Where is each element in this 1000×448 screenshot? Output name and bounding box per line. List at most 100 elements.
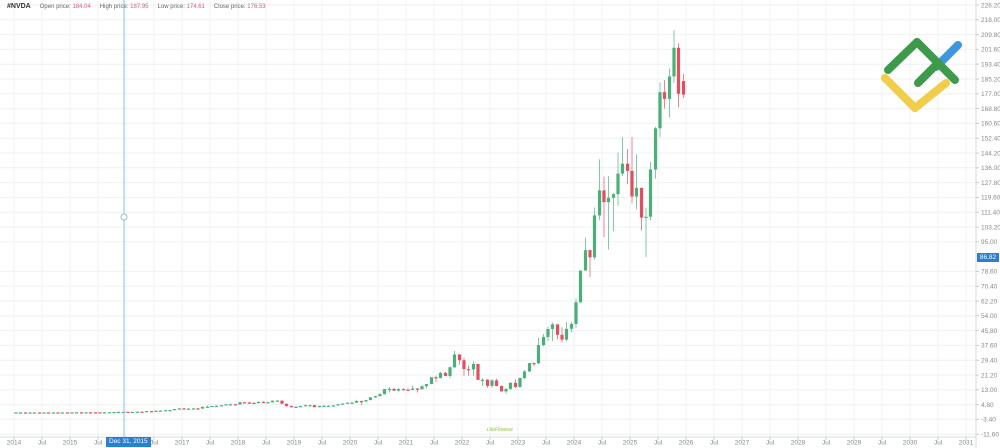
candle-body xyxy=(616,173,620,195)
candle-body xyxy=(420,386,424,390)
crosshair-price-marker: 86.82 xyxy=(977,252,999,262)
price-tick-label: 168.80 xyxy=(981,106,1000,113)
candle-body xyxy=(452,354,457,368)
candle-body xyxy=(200,406,205,409)
candle-body xyxy=(168,410,172,412)
candle-body xyxy=(270,400,275,403)
time-tick-label: 2015 xyxy=(63,440,78,447)
candle-body xyxy=(429,377,434,385)
time-tick-label: 2022 xyxy=(455,440,470,447)
time-tick-label: 2030 xyxy=(903,440,918,447)
candle-body xyxy=(191,408,196,410)
time-tick-label: 2019 xyxy=(287,440,302,447)
time-tick-label: 2027 xyxy=(735,440,750,447)
candle-body xyxy=(546,328,550,337)
candle-body xyxy=(364,400,368,402)
price-tick-label: 111.40 xyxy=(981,210,1000,217)
time-tick-label: Jul xyxy=(878,440,887,447)
candle-body xyxy=(23,412,28,414)
price-tick-label: 119.60 xyxy=(981,195,1000,202)
price-tick-label: 103.20 xyxy=(981,224,1000,231)
time-tick-label: 2024 xyxy=(567,440,582,447)
candle-body xyxy=(345,402,350,404)
candle-body xyxy=(56,412,60,414)
candle-body xyxy=(14,412,18,414)
candle-body xyxy=(182,408,186,410)
candle-body xyxy=(186,408,191,410)
price-axis[interactable]: 226.20 218.00 209.80 201.60 193.40 185.20 177.… xyxy=(976,2,1000,439)
candle-body xyxy=(196,408,200,410)
candle-body xyxy=(126,411,130,414)
candle-body xyxy=(65,412,70,414)
time-tick-label: 2026 xyxy=(679,440,694,447)
time-tick-label: Jul xyxy=(206,440,215,447)
candle-body xyxy=(518,378,522,387)
high-label: High price: xyxy=(99,3,129,10)
candle-body xyxy=(233,404,238,406)
price-tick-label: 185.20 xyxy=(981,76,1000,83)
crosshair-point xyxy=(120,213,128,221)
candle-body xyxy=(32,412,37,414)
symbol-label: #NVDA xyxy=(7,3,31,10)
candle-body xyxy=(256,401,261,404)
candle-body xyxy=(135,411,140,413)
candle-body xyxy=(471,364,476,370)
time-tick-label: Jul xyxy=(766,440,775,447)
high-value: 187.95 xyxy=(130,3,149,10)
candle-body xyxy=(354,401,359,403)
candle-body xyxy=(107,412,112,414)
candle-body xyxy=(396,389,401,391)
candle-body xyxy=(578,270,583,303)
candle-body xyxy=(644,216,648,218)
price-tick-label: 13.00 xyxy=(981,387,998,394)
candle-body xyxy=(275,400,280,402)
candle-body xyxy=(499,386,504,392)
candle-body xyxy=(359,401,364,403)
candle-body xyxy=(266,402,270,404)
candle-body xyxy=(555,324,560,335)
candle-body xyxy=(340,403,345,405)
candle-body xyxy=(560,334,564,340)
time-tick-label: Jul xyxy=(262,440,271,447)
candle-body xyxy=(205,406,210,408)
price-tick-label: 136.00 xyxy=(981,165,1000,172)
candle-body xyxy=(74,412,79,414)
candle-body xyxy=(177,408,182,410)
candle-body xyxy=(392,388,396,391)
candle-body xyxy=(326,405,331,407)
price-tick-label: 226.20 xyxy=(981,2,1000,9)
candle-body xyxy=(667,76,672,99)
candle-body xyxy=(639,187,644,218)
candle-body xyxy=(508,382,513,389)
candle-body xyxy=(294,406,298,408)
candle-body xyxy=(28,412,32,414)
candle-body xyxy=(336,404,340,406)
candle-body xyxy=(228,404,233,406)
candle-body xyxy=(401,389,406,391)
time-tick-label: 2014 xyxy=(7,440,22,447)
time-tick-label: Jul xyxy=(318,440,327,447)
candle-body xyxy=(387,388,392,391)
price-tick-label: 152.40 xyxy=(981,136,1000,143)
candle-body xyxy=(214,405,219,407)
candle-body xyxy=(662,92,667,99)
candle-body xyxy=(144,411,149,413)
candle-body xyxy=(261,401,266,404)
time-tick-label: 2025 xyxy=(623,440,638,447)
candle-body xyxy=(485,379,490,386)
candle-body xyxy=(550,324,555,329)
candle-body xyxy=(280,400,284,404)
candle-body xyxy=(322,405,326,407)
candle-body xyxy=(373,396,378,398)
candle-body xyxy=(513,382,518,387)
time-axis[interactable]: 2014 Jul 2015 Jul Jul 2017 Jul 2018 Jul 2019 Jul 20… xyxy=(7,437,974,447)
price-tick-label: 37.60 xyxy=(981,343,998,350)
candle-body xyxy=(653,128,658,170)
time-tick-label: Jul xyxy=(598,440,607,447)
time-tick-label: 2020 xyxy=(343,440,358,447)
price-tick-label: 70.40 xyxy=(981,284,998,291)
open-value: 184.04 xyxy=(72,3,91,10)
candle-body xyxy=(298,406,303,408)
candle-body xyxy=(42,412,46,414)
